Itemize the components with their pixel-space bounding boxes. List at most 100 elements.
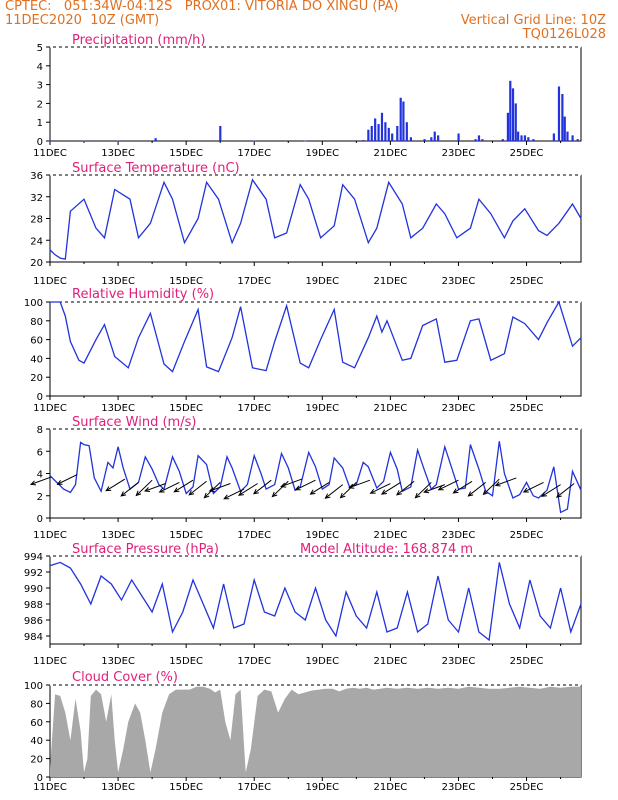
wind-arrow-head <box>238 490 244 496</box>
wind-arrow-head <box>494 481 501 487</box>
y-tick-label: 992 <box>24 568 43 579</box>
x-tick-label: 13DEC <box>101 148 135 159</box>
wind-arrow-head <box>414 492 421 499</box>
precip-bar <box>523 135 527 141</box>
precip-bar <box>83 140 86 142</box>
series-line <box>49 178 582 260</box>
wind-arrow-head <box>339 492 346 499</box>
y-tick-label: 0 <box>37 773 43 784</box>
x-tick-label: 21DEC <box>374 656 408 667</box>
precip-bar <box>380 112 384 141</box>
wind-arrow-head <box>309 489 316 495</box>
precip-bar <box>561 94 564 141</box>
x-tick-label: 23DEC <box>442 276 476 287</box>
wind-arrow <box>340 482 357 499</box>
y-tick-label: 0 <box>37 137 43 148</box>
panel-frame <box>49 301 582 397</box>
precip-bar <box>509 80 512 141</box>
y-tick-label: 3 <box>37 81 43 92</box>
wind-arrow-head <box>253 488 259 495</box>
x-tick-label: 21DEC <box>374 530 408 541</box>
wind-arrow-head <box>452 488 459 494</box>
precip-bar <box>430 137 433 141</box>
x-tick-label: 15DEC <box>169 403 203 414</box>
precip-bar <box>481 139 484 141</box>
wind-arrow-head <box>135 490 142 497</box>
y-tick-label: 4 <box>37 62 43 73</box>
panel-subtitle: Model Altitude: 168.874 m <box>300 542 473 557</box>
x-tick-label: 19DEC <box>305 403 339 414</box>
wind-arrow-head <box>120 491 127 497</box>
wind-arrow <box>349 479 371 489</box>
header-date-line: 11DEC2020 10Z (GMT) <box>5 13 160 28</box>
wind-arrow-head <box>271 491 278 498</box>
precip-bar <box>391 133 394 141</box>
x-tick-label: 21DEC <box>374 276 408 287</box>
wind-arrow <box>57 474 78 485</box>
precip-bar <box>154 138 157 141</box>
precip-bar <box>370 125 373 141</box>
wind-arrow <box>272 480 289 497</box>
wind-arrow <box>30 476 52 485</box>
wind-arrow <box>523 481 544 493</box>
x-tick-label: 21DEC <box>374 403 408 414</box>
x-tick-label: 15DEC <box>169 782 203 793</box>
x-tick-label: 23DEC <box>442 656 476 667</box>
precip-bar <box>396 125 399 141</box>
precip-bar <box>367 129 370 141</box>
y-tick-label: 2 <box>37 492 43 503</box>
header-station-line: CPTEC: 051:34W-04:12S PROX01: VITORIA DO… <box>5 0 399 14</box>
x-tick-label: 15DEC <box>169 656 203 667</box>
y-tick-label: 40 <box>30 354 43 365</box>
wind-arrow-head <box>56 479 63 485</box>
precip-bar <box>384 122 387 141</box>
precip-bar <box>437 135 440 141</box>
wind-arrow-head <box>555 492 562 498</box>
y-tick-label: 0 <box>37 392 43 403</box>
precip-bar <box>402 101 405 141</box>
precip-bar <box>423 139 426 141</box>
series-line <box>49 561 582 642</box>
precip-bar <box>576 139 579 141</box>
y-tick-label: 60 <box>30 718 43 729</box>
wind-arrow-head <box>294 485 301 491</box>
header-model-code: TQ0126L028 <box>522 27 606 42</box>
y-tick-label: 8 <box>37 425 43 436</box>
precip-bar <box>117 140 120 142</box>
x-tick-label: 25DEC <box>510 403 544 414</box>
wind-arrow <box>453 480 473 494</box>
wind-arrow <box>396 480 415 496</box>
wind-arrow <box>483 478 500 495</box>
wind-arrow-head <box>522 487 529 493</box>
precip-bar <box>557 86 561 141</box>
wind-arrow-head <box>280 482 287 488</box>
x-tick-label: 23DEC <box>442 782 476 793</box>
wind-arrow <box>120 482 139 497</box>
y-tick-label: 990 <box>24 584 43 595</box>
precip-bar <box>566 131 569 141</box>
precip-bar <box>304 140 307 142</box>
x-tick-label: 17DEC <box>237 530 271 541</box>
y-tick-label: 80 <box>30 317 43 328</box>
precip-bar <box>520 135 523 141</box>
wind-arrow-head <box>540 491 547 497</box>
wind-arrow <box>174 479 194 493</box>
x-tick-label: 13DEC <box>101 530 135 541</box>
x-tick-label: 23DEC <box>442 403 476 414</box>
precip-bar <box>511 88 515 141</box>
x-tick-label: 15DEC <box>169 530 203 541</box>
y-tick-label: 24 <box>30 236 43 247</box>
wind-arrow <box>135 479 153 496</box>
wind-arrow-head <box>105 486 112 492</box>
wind-arrow <box>541 484 561 497</box>
x-tick-label: 15DEC <box>169 276 203 287</box>
x-tick-label: 11DEC <box>33 403 67 414</box>
wind-arrow <box>310 481 330 495</box>
y-tick-label: 28 <box>30 215 43 226</box>
x-tick-label: 15DEC <box>169 148 203 159</box>
precip-bar <box>457 133 460 141</box>
x-tick-label: 19DEC <box>305 656 339 667</box>
precip-bar <box>387 127 390 141</box>
wind-arrow <box>556 483 575 498</box>
